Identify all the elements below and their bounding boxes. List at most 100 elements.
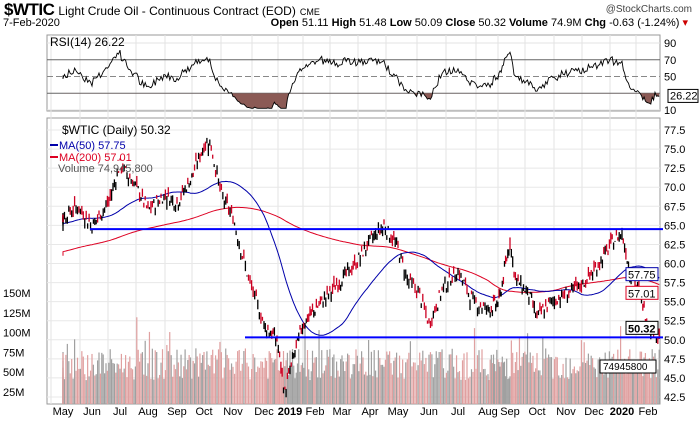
down-arrow-icon: ▾ — [682, 17, 688, 29]
volume-bar — [604, 352, 606, 404]
low-label: Low — [389, 17, 412, 29]
volume-bar — [491, 363, 493, 404]
volume-bar — [268, 351, 270, 404]
volume-bar — [254, 357, 256, 404]
ma50-last-label-box — [625, 267, 659, 282]
volume-bar — [510, 340, 512, 404]
volume-bar — [237, 351, 239, 404]
volume-bar — [366, 375, 368, 404]
volume-bar — [319, 377, 321, 404]
volume-tick-label: 125M — [3, 308, 31, 320]
volume-bar — [69, 373, 71, 404]
volume-bar — [301, 362, 304, 404]
volume-bar — [589, 364, 591, 404]
volume-bar — [291, 349, 294, 404]
volume-bar — [311, 350, 314, 404]
volume-bar — [525, 354, 527, 404]
volume-bar — [532, 355, 534, 404]
volume-bar — [476, 355, 479, 404]
volume-bar — [344, 371, 346, 404]
volume-bar — [587, 353, 589, 404]
volume-bar — [296, 363, 299, 404]
volume-bar — [625, 373, 627, 404]
volume-bar — [550, 357, 553, 404]
volume-bar — [549, 357, 551, 404]
volume-bar — [647, 370, 649, 404]
volume-bar — [308, 369, 310, 404]
volume-bar — [213, 373, 215, 404]
volume-bar — [423, 364, 425, 404]
volume-bar — [365, 371, 367, 404]
volume-bar — [610, 358, 612, 404]
volume-bar — [95, 374, 97, 404]
volume-bar — [279, 370, 281, 404]
volume-bar — [113, 363, 115, 404]
price-tick-label: 50.0 — [664, 335, 685, 347]
volume-bar — [498, 362, 500, 404]
volume-bar — [601, 362, 603, 404]
volume-bar — [642, 376, 644, 404]
volume-bar — [327, 356, 330, 404]
volume-bar — [295, 372, 297, 404]
volume-bar — [555, 356, 557, 404]
volume-bar — [252, 354, 254, 404]
volume-bar — [444, 377, 446, 404]
volume-bar — [94, 375, 96, 404]
volume-bar — [127, 361, 129, 404]
volume-bar — [373, 350, 375, 404]
volume-bar — [164, 370, 166, 404]
volume-bar — [102, 354, 104, 404]
volume-bar — [467, 378, 470, 404]
volume-bar — [191, 378, 193, 404]
x-tick-label: Sep — [500, 406, 520, 418]
volume-bar — [583, 342, 585, 404]
volume-bar — [412, 362, 415, 404]
volume-bar — [358, 371, 360, 404]
volume-bar — [79, 368, 81, 404]
volume-bar — [466, 352, 468, 404]
volume-bar — [621, 359, 623, 404]
volume-bar — [536, 353, 538, 404]
volume-bar — [263, 367, 265, 404]
volume-bar — [84, 374, 86, 404]
ma200-last-label: 57.01 — [628, 288, 656, 300]
volume-bar — [183, 366, 185, 404]
volume-bar — [531, 362, 533, 404]
volume-bar — [206, 351, 208, 404]
volume-bar — [461, 360, 464, 404]
volume-bar — [593, 367, 595, 404]
rsi-oversold-fill — [63, 93, 660, 109]
volume-bar — [457, 372, 459, 404]
volume-bar — [137, 349, 139, 404]
volume-bar — [516, 352, 518, 404]
volume-bar — [473, 328, 476, 404]
close-last-label-box — [625, 320, 659, 335]
chg-value: -0.63 (-1.24%) — [609, 17, 680, 29]
volume-bar — [184, 349, 186, 404]
price-tick-label: 70.0 — [664, 182, 685, 194]
volume-bar — [321, 350, 323, 404]
volume-bar — [546, 357, 548, 404]
volume-bar — [290, 365, 292, 404]
volume-bar — [438, 352, 440, 404]
price-tick-label: 67.5 — [664, 201, 685, 213]
volume-bar — [518, 338, 521, 404]
volume-bar — [563, 378, 566, 404]
rsi-title: RSI(14) 26.22 — [50, 35, 125, 49]
volume-bar — [517, 370, 519, 404]
volume-bar — [528, 362, 530, 404]
volume-bar — [129, 356, 131, 404]
volume-bar — [163, 378, 165, 404]
volume-bar — [272, 362, 274, 404]
volume-bar — [85, 380, 87, 404]
volume-bar — [447, 370, 449, 404]
volume-bar — [133, 379, 135, 404]
volume-bar — [342, 361, 344, 404]
volume-bar — [161, 349, 164, 404]
x-tick-label: Feb — [306, 406, 325, 418]
x-tick-label: May — [53, 406, 74, 418]
ma200-legend: MA(200) 57.01 — [59, 152, 132, 164]
volume-bar — [431, 354, 433, 404]
volume-bar — [289, 350, 291, 404]
brand[interactable]: @StockCharts.com — [605, 4, 692, 15]
